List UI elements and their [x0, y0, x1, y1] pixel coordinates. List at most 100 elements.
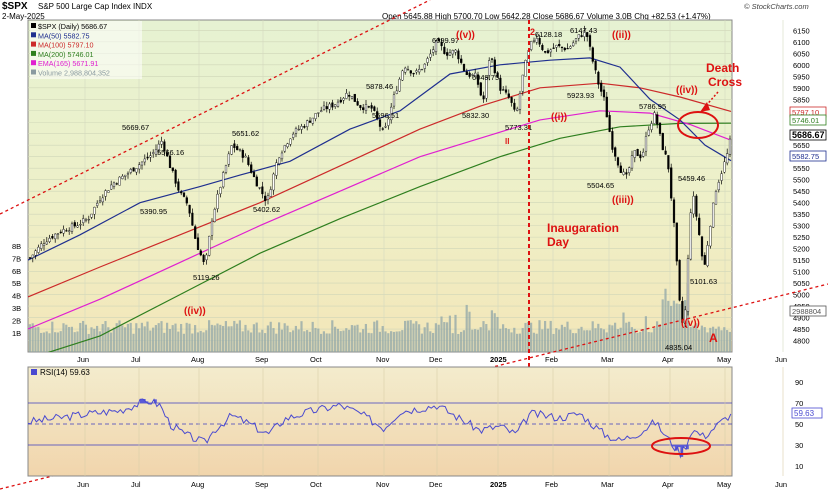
- candle-body: [93, 206, 96, 215]
- candle-body: [314, 113, 317, 119]
- volume-bar: [695, 323, 698, 352]
- volume-bar: [65, 324, 68, 352]
- candle-body: [423, 63, 426, 69]
- candle-body: [322, 105, 326, 110]
- candle-body: [31, 254, 34, 259]
- legend-entry: MA(50) 5582.75: [38, 31, 90, 40]
- volume-bar: [698, 329, 701, 352]
- candle-body: [177, 181, 180, 191]
- candle-body: [121, 175, 124, 179]
- candle-body: [614, 147, 617, 157]
- candle-body: [387, 118, 390, 126]
- price-tick-label: 5150: [793, 256, 810, 265]
- volume-bar: [605, 332, 608, 352]
- volume-bar: [678, 304, 681, 352]
- candle-body: [126, 172, 130, 175]
- candle-body: [448, 52, 452, 56]
- right-tag-box: [789, 305, 827, 317]
- volume-bar: [247, 330, 250, 352]
- death-cross-arrowhead: [700, 102, 710, 112]
- month-label: Jul: [131, 480, 141, 489]
- volume-bar: [566, 321, 569, 352]
- candle-body: [224, 165, 228, 173]
- candle-body: [546, 50, 550, 54]
- volume-bar: [146, 321, 149, 352]
- volume-bar: [404, 320, 407, 352]
- candle-body: [143, 158, 146, 163]
- volume-bar: [723, 327, 726, 352]
- volume-bar: [289, 332, 292, 352]
- volume-tick-label: 1B: [12, 329, 21, 338]
- wave-iv-small: ((iv)): [184, 306, 206, 317]
- volume-tick-label: 5B: [12, 279, 21, 288]
- volume-bar: [583, 330, 586, 352]
- volume-bar: [381, 326, 384, 352]
- volume-bar: [154, 325, 157, 352]
- candle-body: [510, 97, 513, 103]
- price-point-label: 5402.62: [253, 205, 280, 214]
- price-candles: [28, 25, 732, 328]
- rsi-tick-label: 30: [795, 441, 803, 450]
- candle-body: [451, 50, 454, 55]
- candle-body: [269, 189, 272, 197]
- price-tick-label: 4900: [793, 314, 810, 323]
- candle-body: [132, 167, 135, 172]
- candle-body: [482, 95, 485, 100]
- volume-bar: [572, 333, 575, 352]
- candle-body: [62, 229, 65, 234]
- candle-body: [219, 187, 222, 195]
- candle-body: [283, 145, 286, 152]
- volume-bar: [177, 331, 180, 352]
- volume-bar: [62, 323, 65, 352]
- candle-body: [227, 153, 230, 165]
- candle-body: [115, 183, 118, 185]
- price-point-label: 5832.30: [462, 111, 489, 120]
- candle-body: [370, 105, 373, 109]
- volume-bar: [429, 331, 432, 352]
- volume-bar: [510, 332, 513, 352]
- candle-body: [538, 37, 541, 45]
- month-label: Dec: [429, 355, 443, 364]
- volume-bar: [490, 310, 493, 352]
- volume-bar: [482, 321, 485, 352]
- volume-bar: [628, 321, 631, 352]
- candle-body: [392, 94, 396, 107]
- volume-bar: [322, 331, 325, 352]
- volume-bar: [353, 325, 356, 352]
- volume-bar: [401, 330, 404, 352]
- volume-bar: [502, 324, 505, 352]
- candle-body: [420, 68, 424, 71]
- candle-body: [140, 161, 144, 166]
- candle-body: [129, 169, 132, 173]
- candle-body: [76, 225, 79, 228]
- volume-bar: [384, 331, 387, 352]
- brand-mark: © StockCharts.com: [744, 2, 809, 11]
- month-label: Dec: [429, 480, 443, 489]
- candle-body: [555, 44, 558, 48]
- candle-body: [191, 212, 194, 226]
- volume-bar: [213, 325, 216, 352]
- candle-body: [390, 106, 393, 121]
- candle-body: [250, 164, 253, 173]
- volume-bar: [334, 326, 337, 352]
- candle-body: [101, 197, 104, 203]
- volume-bar: [460, 331, 463, 352]
- volume-tick-label: 6B: [12, 267, 21, 276]
- volume-bar: [485, 324, 488, 352]
- month-label: Sep: [255, 355, 268, 364]
- candle-body: [678, 259, 681, 301]
- volume-bar: [471, 329, 474, 352]
- price-point-label: 5878.46: [366, 82, 393, 91]
- candle-body: [328, 103, 331, 110]
- volume-axis: 8B 7B 6B 5B 4B 3B 2B 1B: [12, 242, 21, 338]
- price-tick-label: 6050: [793, 49, 810, 58]
- volume-bar: [90, 327, 93, 352]
- volume-bar: [82, 320, 85, 352]
- volume-bar: [317, 328, 320, 352]
- candle-body: [723, 161, 726, 173]
- volume-tick-label: 4B: [12, 292, 21, 301]
- volume-bar: [462, 330, 465, 352]
- price-point-label: 5459.46: [678, 174, 705, 183]
